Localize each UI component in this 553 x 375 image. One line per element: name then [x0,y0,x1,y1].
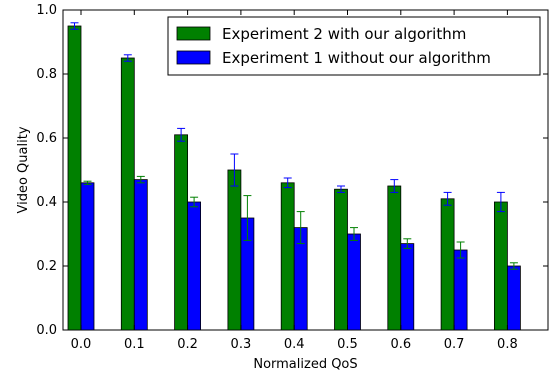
legend-swatch [176,26,211,41]
y-tick-label: 0.4 [36,195,57,210]
x-axis: 0.0 0.1 0.2 0.3 0.4 0.5 0.6 0.7 0.8 [71,10,518,352]
bar-experiment-1-0.7 [453,249,468,331]
y-tick-label: 1.0 [36,3,57,18]
legend-label: Experiment 1 without our algorithm [222,49,491,67]
bar-experiment-2-0.4 [280,182,295,331]
x-tick-label: 0.4 [284,337,305,352]
y-axis-label: Video Quality [16,126,31,213]
x-tick-label: 0.3 [231,337,252,352]
bar-experiment-1-0.5 [347,233,361,331]
bar-experiment-2-0.1 [120,57,135,331]
x-tick-label: 0.0 [71,337,92,352]
legend: Experiment 2 with our algorithm Experimen… [167,16,541,76]
bar-experiment-2-0.7 [440,198,455,331]
bar-experiment-2-0.6 [387,185,402,331]
legend-label: Experiment 2 with our algorithm [222,25,466,43]
bar-experiment-2-0.0 [67,25,82,331]
x-tick-label: 0.7 [444,337,465,352]
bar-experiment-1-0.8 [506,265,521,331]
bar-experiment-2-0.8 [493,201,508,331]
bars-layer [67,25,521,331]
y-axis: 0.0 0.2 0.4 0.6 0.8 1.0 [36,3,548,338]
x-tick-label: 0.8 [497,337,518,352]
x-tick-label: 0.6 [390,337,411,352]
legend-swatch [176,50,211,65]
bar-experiment-1-0.1 [133,179,148,331]
bar-experiment-2-0.3 [227,169,242,331]
bar-experiment-2-0.2 [174,134,189,331]
bar-experiment-1-0.6 [400,243,415,331]
x-tick-label: 0.1 [124,337,145,352]
y-tick-label: 0.2 [36,259,57,274]
legend-box [167,16,541,76]
y-tick-label: 0.6 [36,131,57,146]
x-tick-label: 0.2 [177,337,198,352]
x-tick-label: 0.5 [337,337,358,352]
error-bars-layer [70,22,518,270]
y-tick-label: 0.0 [36,323,57,338]
y-tick-label: 0.8 [36,67,57,82]
bar-experiment-2-0.5 [334,188,348,331]
bar-experiment-1-0.2 [187,201,202,331]
x-axis-label: Normalized QoS [253,357,357,372]
bar-experiment-1-0.0 [80,182,95,331]
